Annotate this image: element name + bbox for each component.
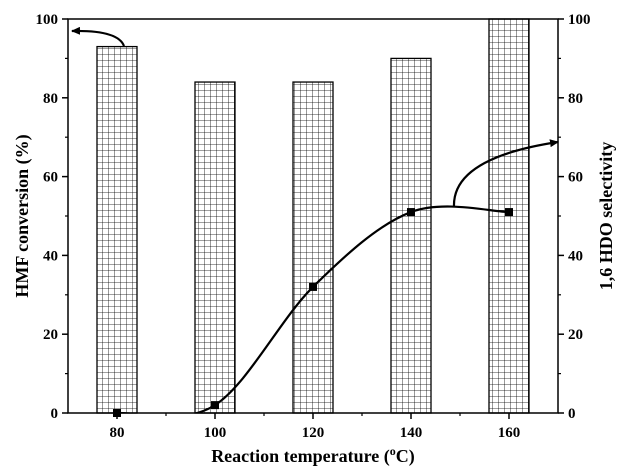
left-tick-label-40: 40 [43, 248, 58, 264]
right-tick-label-0: 0 [568, 406, 576, 422]
right-tick-label-60: 60 [568, 170, 583, 186]
left-axis-ticks: 0 20 40 60 80 100 [36, 12, 68, 422]
x-tick-label-160: 160 [498, 425, 521, 441]
right-tick-label-40: 40 [568, 248, 583, 264]
right-tick-label-100: 100 [568, 12, 591, 28]
left-axis-arrow [71, 26, 126, 47]
left-tick-label-0: 0 [51, 406, 59, 422]
selectivity-point-160 [505, 208, 513, 217]
selectivity-point-100 [211, 401, 219, 410]
x-axis-title-main: Reaction temperature ( [211, 446, 390, 467]
right-axis-ticks: 0 20 40 60 80 100 [558, 12, 591, 422]
bar-100 [194, 81, 236, 414]
x-tick-label-100: 100 [204, 425, 227, 441]
bar-80 [96, 45, 138, 414]
right-tick-label-20: 20 [568, 327, 583, 343]
y-axis-right-title: 1,6 HDO selectivity [596, 142, 616, 290]
y-axis-left-title: HMF conversion (%) [12, 134, 33, 297]
x-axis-title-end: C) [396, 446, 415, 467]
left-tick-label-80: 80 [43, 91, 58, 107]
x-axis-title-superscript: o [390, 444, 396, 458]
selectivity-point-120 [309, 282, 317, 291]
x-axis-title: Reaction temperature (oC) [211, 444, 415, 467]
x-tick-label-140: 140 [400, 425, 423, 441]
left-tick-label-20: 20 [43, 327, 58, 343]
x-tick-label-80: 80 [110, 425, 125, 441]
left-tick-label-60: 60 [43, 170, 58, 186]
bar-140 [390, 57, 432, 414]
x-axis-ticks: 80 100 120 140 160 [110, 413, 521, 441]
bar-120 [292, 81, 334, 414]
selectivity-point-140 [407, 208, 415, 217]
left-tick-label-100: 100 [36, 12, 59, 28]
x-tick-label-120: 120 [302, 425, 325, 441]
right-axis-arrow [452, 139, 559, 208]
conversion-bars [96, 18, 530, 414]
right-tick-label-80: 80 [568, 91, 583, 107]
